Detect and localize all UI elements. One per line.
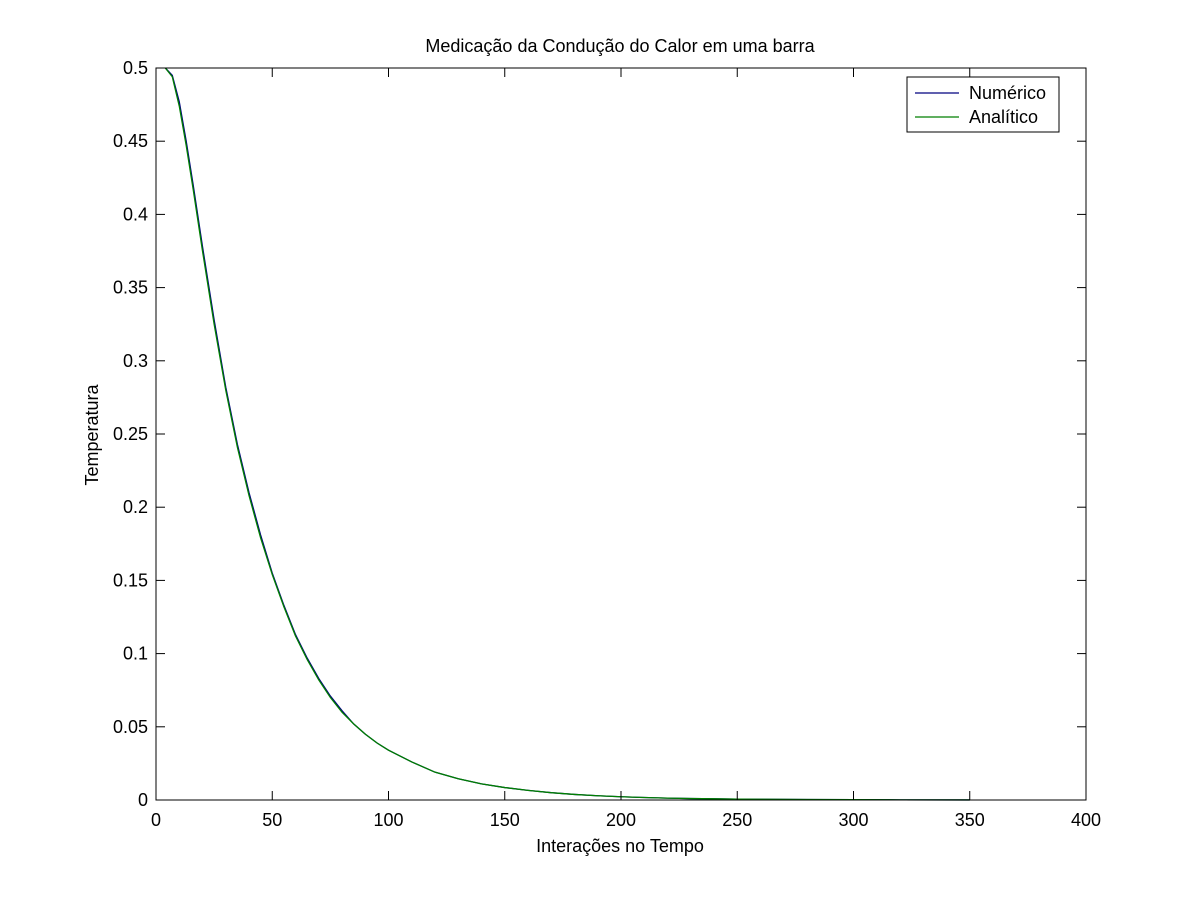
x-tick-label: 0 bbox=[151, 810, 161, 830]
x-tick-label: 400 bbox=[1071, 810, 1101, 830]
series-line-2 bbox=[164, 67, 970, 801]
legend: Numérico Analítico bbox=[906, 76, 1060, 133]
x-tick-label: 100 bbox=[373, 810, 403, 830]
series-line-1 bbox=[164, 67, 970, 801]
y-tick-label: 0.3 bbox=[123, 351, 148, 371]
y-tick-label: 0.45 bbox=[113, 131, 148, 151]
chart-title: Medicação da Condução do Calor em uma ba… bbox=[425, 36, 815, 56]
y-tick-label: 0.25 bbox=[113, 424, 148, 444]
y-tick-label: 0.5 bbox=[123, 58, 148, 78]
x-tick-label: 200 bbox=[606, 810, 636, 830]
y-tick-label: 0.1 bbox=[123, 644, 148, 664]
x-tick-label: 250 bbox=[722, 810, 752, 830]
y-tick-label: 0.4 bbox=[123, 204, 148, 224]
y-tick-label: 0 bbox=[138, 790, 148, 810]
axes-box bbox=[155, 67, 1087, 801]
legend-label: Numérico bbox=[969, 83, 1046, 103]
x-tick-label: 350 bbox=[955, 810, 985, 830]
legend-label: Analítico bbox=[969, 107, 1038, 127]
y-tick-label: 0.2 bbox=[123, 497, 148, 517]
x-tick-label: 50 bbox=[262, 810, 282, 830]
x-tick-label: 300 bbox=[838, 810, 868, 830]
y-tick-label: 0.05 bbox=[113, 717, 148, 737]
x-tick-label: 150 bbox=[490, 810, 520, 830]
y-axis-label: Temperatura bbox=[82, 383, 102, 485]
plot-area: 0 50 100 150 200 250 300 350 400 0 0.05 0.1 0.15 0.2 0… bbox=[113, 58, 1101, 830]
y-tick-label: 0.35 bbox=[113, 278, 148, 298]
y-tick-label: 0.15 bbox=[113, 570, 148, 590]
x-axis-label: Interações no Tempo bbox=[536, 836, 704, 856]
legend-box bbox=[906, 76, 1060, 133]
